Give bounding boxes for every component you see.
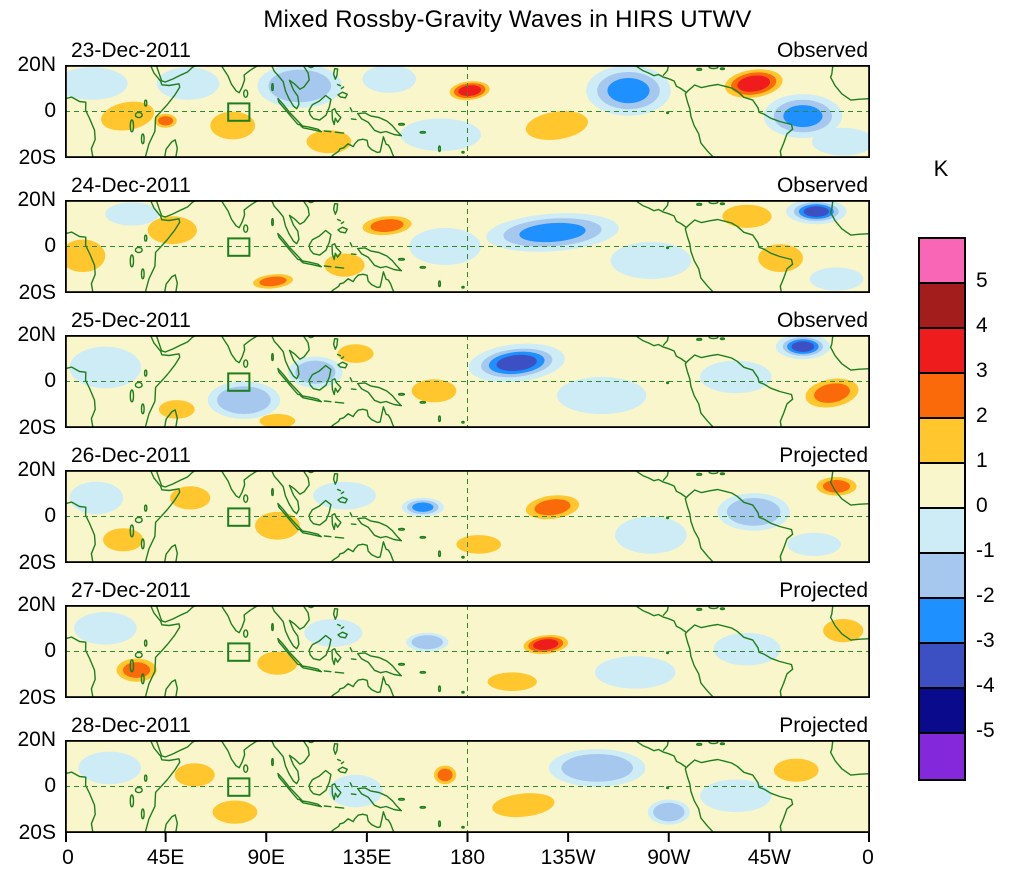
x-tick-label: 45W	[747, 846, 791, 869]
panel-date-label: 25-Dec-2011	[71, 309, 191, 332]
y-tick-label-20s: 20S	[18, 551, 56, 574]
colorbar-tick-label: -3	[976, 629, 995, 652]
colorbar-cell	[920, 554, 964, 599]
panel-source-label: Observed	[776, 174, 868, 197]
colorbar-cell	[920, 509, 964, 554]
panel-source-label: Observed	[776, 39, 868, 62]
y-tick-label-20s: 20S	[18, 146, 56, 169]
y-tick-label-0: 0	[44, 774, 56, 797]
x-axis: 0 45E 90E 135E 180 135W 90W 45W 0	[62, 846, 874, 874]
x-tick-label: 135E	[342, 846, 392, 869]
y-tick-label-20n: 20N	[17, 728, 56, 751]
colorbar-cell	[920, 734, 964, 779]
panel-source-label: Projected	[779, 444, 868, 467]
colorbar-tick-label: 3	[976, 359, 988, 382]
colorbar-tick-label: 1	[976, 449, 988, 472]
colorbar-cell	[920, 419, 964, 464]
colorbar-cell	[920, 599, 964, 644]
colorbar-tick-labels: 5 4 3 2 1 0 -1 -2 -3 -4 -5	[976, 237, 1014, 777]
map-panel	[65, 200, 870, 293]
panel-date-label: 27-Dec-2011	[71, 579, 191, 602]
colorbar-tick-label: 2	[976, 404, 988, 427]
y-tick-label-0: 0	[44, 234, 56, 257]
panel-source-label: Observed	[776, 309, 868, 332]
y-tick-label-0: 0	[44, 99, 56, 122]
colorbar-cell	[920, 284, 964, 329]
panel-date-label: 24-Dec-2011	[71, 174, 191, 197]
y-tick-label-0: 0	[44, 369, 56, 392]
x-tick-label: 90E	[247, 846, 285, 869]
panel-date-label: 28-Dec-2011	[71, 714, 191, 737]
panel-source-label: Projected	[779, 714, 868, 737]
colorbar-cell	[920, 689, 964, 734]
x-tick-label: 0	[862, 846, 874, 869]
colorbar-tick-label: 4	[976, 314, 988, 337]
colorbar-unit-label: K	[933, 156, 949, 181]
x-tick-label: 45E	[146, 846, 185, 869]
y-tick-label-20s: 20S	[18, 686, 56, 709]
y-tick-label-20s: 20S	[18, 821, 56, 844]
map-panel	[65, 605, 870, 698]
colorbar	[918, 237, 966, 781]
colorbar-cell	[920, 644, 964, 689]
y-tick-label-20s: 20S	[18, 416, 56, 439]
colorbar-cell	[920, 239, 964, 284]
colorbar-cell	[920, 464, 964, 509]
colorbar-cell	[920, 374, 964, 419]
map-panel	[65, 740, 870, 833]
y-tick-label-20n: 20N	[17, 53, 56, 76]
colorbar-tick-label: -4	[976, 674, 995, 697]
x-tick-label: 0	[62, 846, 74, 869]
colorbar-tick-label: -2	[976, 584, 995, 607]
y-tick-label-0: 0	[44, 504, 56, 527]
map-panel	[65, 470, 870, 563]
map-panel	[65, 335, 870, 428]
map-panel	[65, 65, 870, 158]
y-tick-label-0: 0	[44, 639, 56, 662]
x-tick-label: 90W	[647, 846, 691, 869]
colorbar-tick-label: -5	[976, 719, 995, 742]
x-tick-label: 135W	[540, 846, 596, 869]
colorbar-cell	[920, 329, 964, 374]
colorbar-tick-label: 0	[976, 494, 988, 517]
panel-1: 23-Dec-2011 Observed 20N 0 20S	[0, 38, 1015, 173]
y-tick-label-20s: 20S	[18, 281, 56, 304]
panel-3: 25-Dec-2011 Observed 20N 0 20S	[0, 308, 1015, 443]
y-tick-label-20n: 20N	[17, 458, 56, 481]
panel-6: 28-Dec-2011 Projected 20N 0 20S	[0, 713, 1015, 848]
x-axis-ticks	[65, 833, 870, 842]
y-tick-label-20n: 20N	[17, 323, 56, 346]
y-tick-label-20n: 20N	[17, 188, 56, 211]
panel-source-label: Projected	[779, 579, 868, 602]
colorbar-tick-label: -1	[976, 539, 995, 562]
panel-2: 24-Dec-2011 Observed 20N 0 20S	[0, 173, 1015, 308]
y-tick-label-20n: 20N	[17, 593, 56, 616]
panel-4: 26-Dec-2011 Projected 20N 0 20S	[0, 443, 1015, 578]
chart-title: Mixed Rossby-Gravity Waves in HIRS UTWV	[263, 6, 752, 33]
x-tick-label: 180	[449, 846, 486, 869]
panel-5: 27-Dec-2011 Projected 20N 0 20S	[0, 578, 1015, 713]
panel-date-label: 26-Dec-2011	[71, 444, 191, 467]
colorbar-tick-label: 5	[976, 269, 988, 292]
panel-date-label: 23-Dec-2011	[71, 39, 191, 62]
